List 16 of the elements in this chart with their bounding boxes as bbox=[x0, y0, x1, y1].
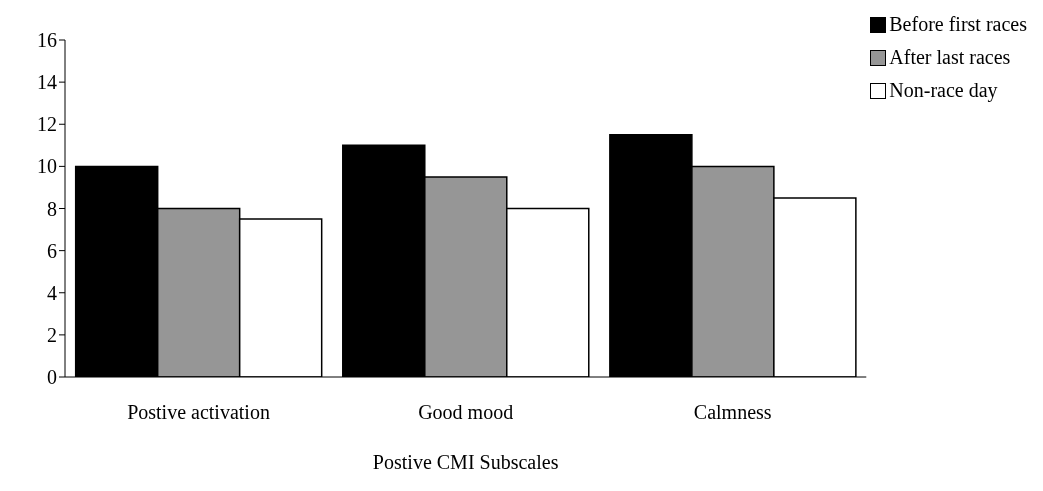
legend-label: Non-race day bbox=[889, 79, 998, 102]
y-tick-label: 16 bbox=[37, 29, 57, 52]
y-tick-label: 10 bbox=[37, 155, 57, 178]
y-tick-label: 14 bbox=[37, 71, 57, 94]
x-tick-label: Good mood bbox=[418, 401, 514, 424]
y-tick-label: 4 bbox=[47, 281, 57, 304]
y-tick-label: 6 bbox=[47, 239, 57, 262]
y-tick-label: 2 bbox=[47, 323, 57, 346]
x-tick-label: Postive activation bbox=[127, 401, 270, 424]
y-tick-label: 0 bbox=[47, 366, 57, 389]
x-tick-label: Calmness bbox=[693, 401, 772, 424]
legend-label: Before first races bbox=[889, 13, 1027, 36]
y-tick-label: 8 bbox=[47, 197, 57, 220]
legend-label: After last races bbox=[889, 46, 1011, 69]
y-tick-label: 12 bbox=[37, 113, 57, 136]
x-axis-title: Postive CMI Subscales bbox=[372, 451, 559, 473]
